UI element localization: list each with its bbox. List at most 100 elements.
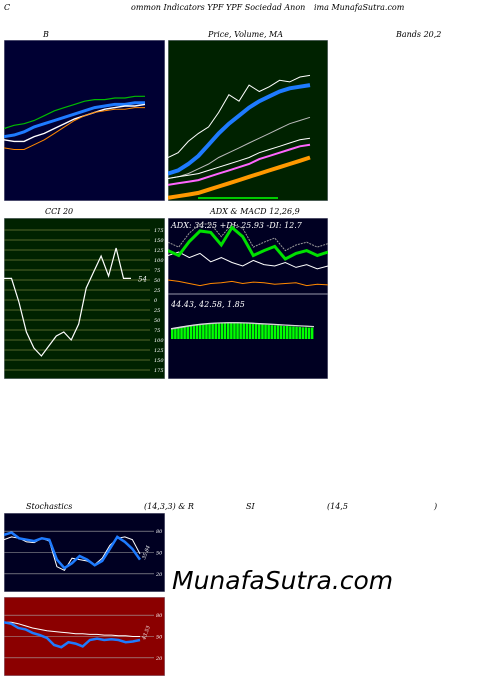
macd-bar <box>304 327 308 339</box>
macd-bar <box>220 322 224 339</box>
macd-bar <box>279 325 283 339</box>
macd-bar <box>270 325 273 339</box>
cci-tick-label: 75 <box>154 268 160 274</box>
macd-bar <box>236 322 239 339</box>
cci-tick-label: 100 <box>154 258 164 264</box>
header-center: ommon Indicators YPF YPF Sociedad Anon <box>131 3 306 12</box>
macd-bar <box>258 324 261 339</box>
macd-bar <box>174 328 177 339</box>
macd-bar <box>183 326 186 339</box>
macd-bar <box>301 327 305 339</box>
macd-bar <box>227 322 230 339</box>
adx-title: ADX & MACD 12,26,9 <box>210 207 300 216</box>
macd-bar <box>230 322 233 339</box>
rsi-params: (14,5 <box>327 502 348 511</box>
cci-tick-label: 25 <box>153 288 160 294</box>
cci-tick-label: 75 <box>154 328 160 334</box>
macd-bar <box>208 323 211 339</box>
header-left: C <box>4 3 11 12</box>
cci-tick-label: 125 <box>154 348 164 354</box>
price-title: Price, Volume, MA <box>208 30 284 39</box>
stoch-fast-line <box>4 531 142 570</box>
macd-bar <box>242 322 245 339</box>
stoch-params: (14,3,3) & R <box>144 502 194 511</box>
cci-tick-label: 0 <box>154 298 158 304</box>
cci-tick-label: 100 <box>154 338 164 344</box>
cci-tick-label: 125 <box>154 248 164 254</box>
adx-label: ADX: 34.25 +DI: 25.93 -DI: 12.7 <box>170 221 303 230</box>
macd-bar <box>189 325 193 339</box>
rsi-tick-label: 20 <box>155 656 163 662</box>
minus-di-line <box>168 279 328 287</box>
macd-bar <box>233 322 236 339</box>
macd-bar <box>214 323 217 339</box>
bollinger-title: B <box>43 30 49 39</box>
rsi-fast-line <box>4 621 141 649</box>
macd-bar <box>261 324 264 339</box>
cci-line <box>4 247 131 357</box>
macd-bar <box>248 323 252 339</box>
macd-bar <box>205 323 208 339</box>
stoch-last-label: 35.84 <box>141 545 152 561</box>
header-right: ima MunafaSutra.com <box>314 3 405 12</box>
ma-extra-line <box>168 137 311 179</box>
macd-bar <box>239 322 242 339</box>
stoch-title: Stochastics <box>26 502 73 511</box>
macd-bar <box>254 323 258 339</box>
plus-di-line <box>168 225 328 261</box>
macd-bar <box>171 328 174 339</box>
stoch-tick-label: 80 <box>156 529 163 535</box>
rsi-close: ) <box>434 502 438 511</box>
macd-bar <box>310 327 314 339</box>
cci-title: CCI 20 <box>45 207 74 216</box>
macd-bar <box>180 326 183 339</box>
macd-bar <box>192 324 196 339</box>
macd-label: 44.43, 42.58, 1.85 <box>170 300 245 309</box>
macd-bar <box>292 326 295 339</box>
rsi-slow-line <box>4 621 140 637</box>
watermark: MunafaSutra.com <box>172 566 394 595</box>
rsi-last-label: 43.53 <box>141 625 152 641</box>
bollinger-bg <box>4 40 165 201</box>
cci-tick-label: 50 <box>154 278 161 284</box>
ma-short-line <box>168 83 311 176</box>
adx-aux-line <box>168 223 328 252</box>
macd-bar <box>245 323 249 339</box>
macd-bar <box>177 327 180 339</box>
cci-tick-label: 25 <box>153 308 160 314</box>
ma-longest-line <box>168 155 311 200</box>
rsi-tick-label: 50 <box>156 635 163 641</box>
signal-line <box>170 322 315 330</box>
ma-long-line <box>168 143 311 186</box>
cci-last-label: 54 <box>138 275 147 283</box>
macd-bar <box>282 326 286 339</box>
macd-bar <box>186 325 189 339</box>
adx-bg <box>168 218 328 379</box>
rsi-title: SI <box>246 502 255 511</box>
stoch-tick-label: 50 <box>156 551 163 557</box>
rsi-tick-label: 80 <box>156 613 163 619</box>
price-line <box>168 74 311 158</box>
stoch-chart: 80 50 20 35.84 <box>4 513 165 592</box>
rsi-chart: 80 50 20 43.53 <box>4 597 165 676</box>
macd-bar <box>251 323 255 339</box>
cci-tick-label: 175 <box>154 228 164 234</box>
macd-bar <box>217 323 221 339</box>
price-chart <box>168 40 328 201</box>
stoch-tick-label: 20 <box>155 572 163 578</box>
bands-title: Bands 20,2 <box>396 30 442 39</box>
macd-bar <box>286 326 289 339</box>
macd-bar <box>211 323 214 339</box>
bollinger-lower-line <box>4 107 145 150</box>
macd-bar <box>307 327 311 339</box>
macd-bar <box>199 324 202 339</box>
adx-line <box>168 251 328 270</box>
macd-bar <box>195 324 199 339</box>
cci-tick-label: 150 <box>154 238 164 244</box>
adx-chart: ADX: 34.25 +DI: 25.93 -DI: 12.7 44.43, 4… <box>168 218 328 379</box>
cci-tick-label: 50 <box>154 318 161 324</box>
macd-bar <box>273 325 277 339</box>
macd-bar <box>298 327 301 339</box>
macd-bar <box>276 325 280 339</box>
bollinger-chart <box>4 40 165 201</box>
